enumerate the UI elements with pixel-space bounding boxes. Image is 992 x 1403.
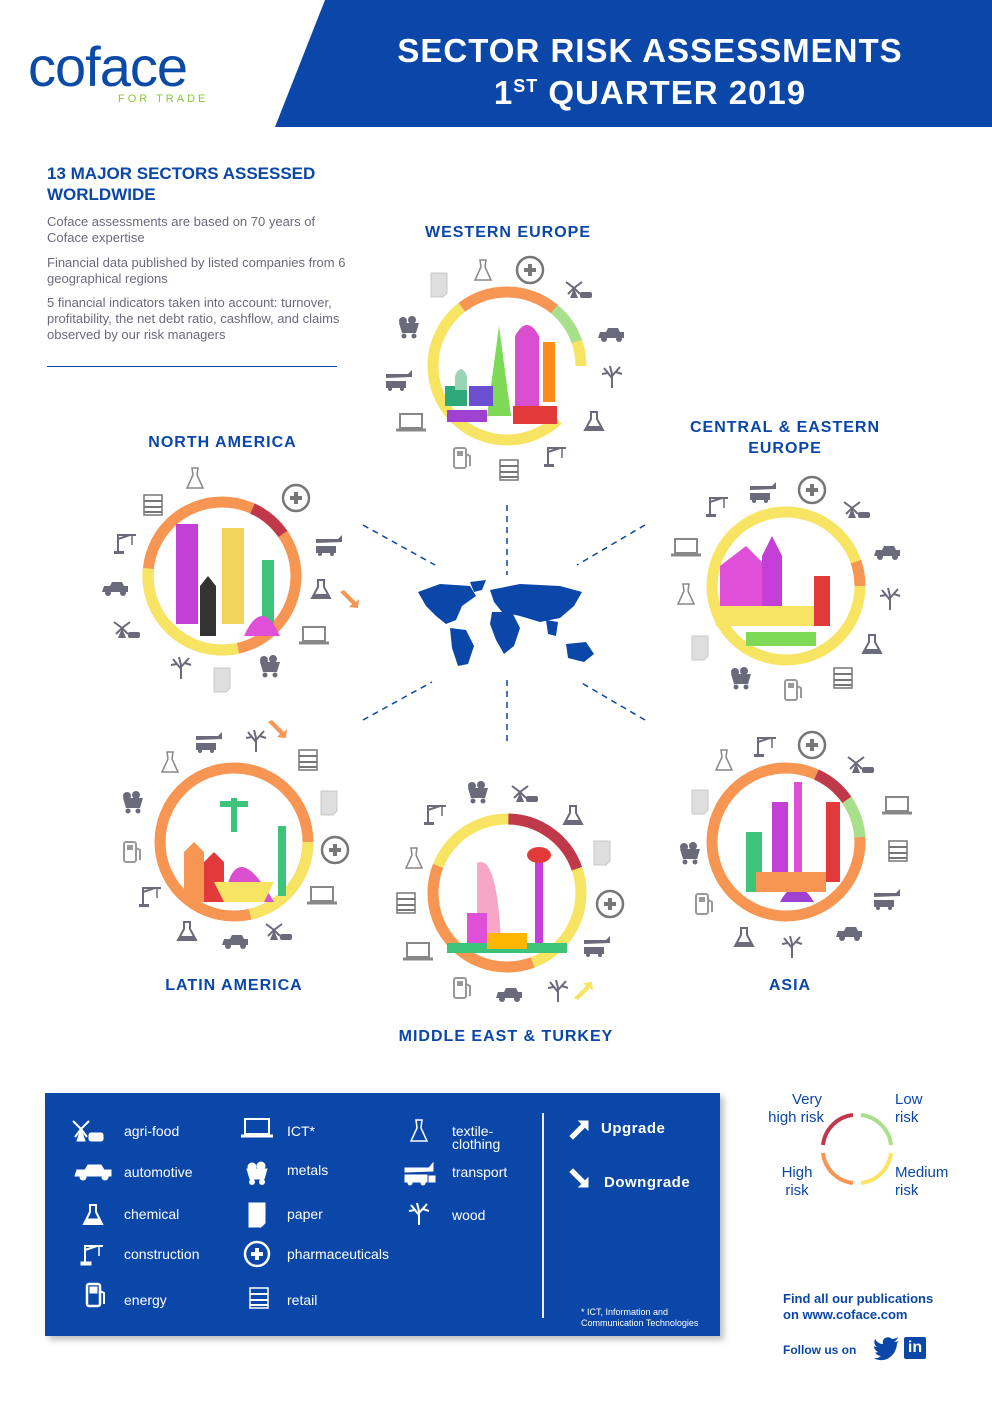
plane-truck-icon: [404, 1161, 436, 1186]
region-title-middle-east-turkey: MIDDLE EAST & TURKEY: [398, 1028, 614, 1045]
region-title-cee-line1: CENTRAL & EASTERN: [689, 419, 881, 436]
legend-label-energy: energy: [124, 1292, 167, 1308]
risk-arc-high: [821, 1152, 854, 1185]
page-title-line1: SECTOR RISK ASSESSMENTS: [397, 32, 903, 69]
coface-logo[interactable]: coface: [28, 35, 188, 98]
sector-legend: agri-food automotive chemical constructi…: [45, 1093, 720, 1336]
intro-text-3: 5 financial indicators taken into accoun…: [47, 295, 340, 342]
risk-label-high: High risk: [770, 1164, 824, 1200]
region-title-central-eastern-europe: CENTRAL & EASTERN EUROPE: [660, 417, 910, 459]
page-title-line2: 1ST QUARTER 2019: [370, 74, 930, 112]
legend-label-chemical: chemical: [124, 1206, 180, 1222]
legend-label-pharmaceuticals: pharmaceuticals: [287, 1246, 389, 1262]
connector-central-eastern-europe: [576, 524, 646, 566]
publications-link[interactable]: Find all our publications on www.coface.…: [783, 1291, 933, 1323]
header-banner: [275, 0, 992, 127]
risk-medium-line2: risk: [895, 1182, 919, 1199]
risk-ring-legend: [821, 1113, 893, 1185]
upgrade-label: Upgrade: [601, 1120, 666, 1137]
minecart-icon: [246, 1161, 268, 1185]
region-title-latin-america: LATIN AMERICA: [165, 977, 303, 994]
connector-north-america: [362, 524, 436, 566]
intro-heading: 13 MAJOR SECTORS ASSESSED WORLDWIDE: [47, 164, 316, 204]
legend-label-transport: transport: [452, 1164, 508, 1180]
title-ordinal: 1: [493, 74, 514, 111]
risk-low-line2: risk: [895, 1109, 919, 1126]
connector-asia: [579, 681, 646, 721]
follow-us-label: Follow us on: [783, 1343, 857, 1357]
region-title-north-america: NORTH AMERICA: [148, 434, 297, 451]
fuel-pump-icon: [85, 1282, 105, 1308]
upgrade-arrow-icon: [569, 1120, 589, 1140]
logo-tagline: FOR TRADE: [118, 93, 209, 105]
region-title-asia: ASIA: [768, 977, 812, 994]
medical-cross-icon: [243, 1240, 271, 1268]
publications-line1: Find all our publications: [783, 1291, 934, 1306]
twitter-icon[interactable]: [874, 1337, 900, 1361]
ring-asia: [706, 762, 866, 922]
ring-central-eastern-europe: [706, 506, 866, 666]
title-quarter: QUARTER 2019: [538, 74, 807, 111]
legend-label-retail: retail: [287, 1292, 318, 1308]
ring-latin-america: [154, 762, 314, 922]
flask-icon: [82, 1204, 104, 1225]
connector-latin-america: [362, 681, 433, 721]
risk-very-high-line1: Very: [791, 1091, 822, 1108]
legend-icons: [72, 1118, 589, 1309]
risk-medium-line1: Medium: [895, 1164, 949, 1181]
ring-middle-east-turkey: [427, 813, 587, 973]
region-title-cee-line2: EUROPE: [748, 440, 822, 457]
legend-label-construction: construction: [124, 1246, 200, 1262]
risk-high-line1: High: [781, 1164, 813, 1181]
legend-label-automotive: automotive: [124, 1164, 193, 1180]
world-map: [418, 580, 594, 666]
title-ordinal-sup: ST: [513, 76, 539, 96]
paper-icon: [248, 1202, 266, 1228]
legend-label-agri-food: agri-food: [124, 1123, 180, 1139]
risk-label-low: Low risk: [895, 1091, 923, 1127]
intro-text-1: Coface assessments are based on 70 years…: [47, 214, 316, 245]
ring-western-europe: [427, 286, 587, 446]
legend-label-paper: paper: [287, 1206, 323, 1222]
region-title-western-europe: WESTERN EUROPE: [424, 224, 591, 241]
risk-low-line1: Low: [895, 1091, 923, 1108]
risk-label-very-high: Very high risk: [758, 1091, 824, 1127]
intro-divider: [47, 366, 337, 367]
intro-text-2: Financial data published by listed compa…: [47, 255, 346, 286]
crane-icon: [80, 1245, 103, 1266]
risk-high-line2: risk: [785, 1182, 809, 1199]
laptop-icon: [241, 1118, 273, 1138]
risk-arc-medium: [860, 1152, 893, 1185]
legend-label-wood: wood: [452, 1207, 486, 1223]
publications-url[interactable]: on www.coface.com: [783, 1307, 908, 1322]
risk-label-medium: Medium risk: [895, 1164, 948, 1200]
dress-icon: [409, 1119, 429, 1142]
shelves-icon: [249, 1287, 269, 1309]
legend-label-ict: ICT*: [287, 1123, 315, 1139]
ring-north-america: [142, 496, 302, 656]
risk-arc-low: [860, 1113, 893, 1146]
legend-label-metals: metals: [287, 1162, 329, 1178]
risk-very-high-line2: high risk: [768, 1109, 824, 1126]
linkedin-icon[interactable]: in: [904, 1337, 926, 1359]
risk-arc-very-high: [821, 1113, 854, 1146]
downgrade-label: Downgrade: [604, 1174, 691, 1191]
windmill-cow-icon: [72, 1120, 104, 1142]
downgrade-arrow-icon: [569, 1168, 589, 1188]
legend-label-textile: textile-: [452, 1123, 494, 1139]
legend-divider: [542, 1113, 544, 1318]
tree-icon: [408, 1202, 430, 1225]
legend-label-clothing: clothing: [452, 1136, 501, 1152]
car-icon: [74, 1164, 112, 1181]
ict-footnote: * ICT, Information and Communication Tec…: [581, 1307, 699, 1328]
